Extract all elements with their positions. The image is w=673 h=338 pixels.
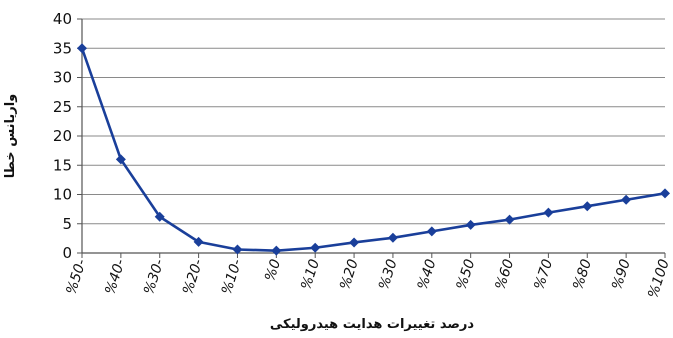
- y-tick-label: 15: [53, 156, 72, 174]
- x-tick-labels: %50- %40- %30- %20- %10- %0 %10 %20 %30 %40 %50 %60…: [63, 257, 672, 300]
- x-tick-label: %0: [262, 257, 284, 283]
- data-point-%50: [465, 219, 476, 230]
- x-tick-label: %70: [531, 257, 556, 292]
- x-tick-label: %50: [454, 257, 479, 292]
- x-tick-label: %40: [415, 257, 440, 292]
- y-tick-label: 20: [53, 127, 72, 145]
- y-tick-label: 30: [53, 69, 72, 87]
- data-point-%30: [387, 232, 398, 243]
- data-point-%100: [660, 188, 670, 199]
- x-axis-title: درصد تغییرات هدایت هیدرولیکی: [270, 317, 474, 332]
- y-tick-label: 5: [62, 215, 72, 233]
- data-point-%70: [543, 207, 554, 218]
- y-tick-label: 35: [53, 39, 72, 57]
- data-point-%40-: [115, 154, 126, 165]
- y-tick-label: 0: [62, 244, 72, 262]
- x-tick-label: %90: [609, 257, 634, 292]
- x-tick-label: %40-: [102, 257, 128, 296]
- series: [77, 43, 670, 256]
- x-tick-label: %30-: [141, 257, 167, 296]
- x-tick-label: %20: [337, 257, 362, 292]
- x-tick-label: %60: [493, 257, 518, 292]
- data-point-%10-: [232, 244, 243, 255]
- data-point-%80: [582, 201, 593, 212]
- data-point-%30-: [154, 211, 165, 222]
- x-tick-label: %100: [645, 257, 673, 300]
- data-point-%90: [621, 194, 632, 205]
- x-tick-label: %20-: [180, 257, 206, 296]
- data-point-%60: [504, 214, 515, 225]
- axes: [77, 18, 666, 258]
- y-axis-title: واریانس خطا: [3, 94, 18, 178]
- data-point-%50-: [77, 43, 87, 54]
- x-tick-label: %50-: [63, 257, 89, 296]
- x-tick-label: %10-: [219, 257, 245, 296]
- data-point-%0: [271, 245, 282, 256]
- data-point-%20-: [193, 236, 204, 247]
- y-tick-label: 25: [53, 98, 72, 116]
- data-point-%10: [310, 242, 321, 253]
- x-tick-label: %30: [376, 257, 401, 292]
- x-tick-label: %10: [298, 257, 323, 292]
- y-tick-label: 40: [53, 10, 72, 28]
- y-tick-labels: 0 5 10 15 20 25 30 35 40: [53, 10, 72, 262]
- series-line: [80, 47, 666, 252]
- data-point-%20: [349, 237, 360, 248]
- y-tick-label: 10: [53, 186, 72, 204]
- data-point-%40: [426, 226, 437, 237]
- gridlines: [82, 18, 665, 225]
- x-tick-label: %80: [570, 257, 595, 292]
